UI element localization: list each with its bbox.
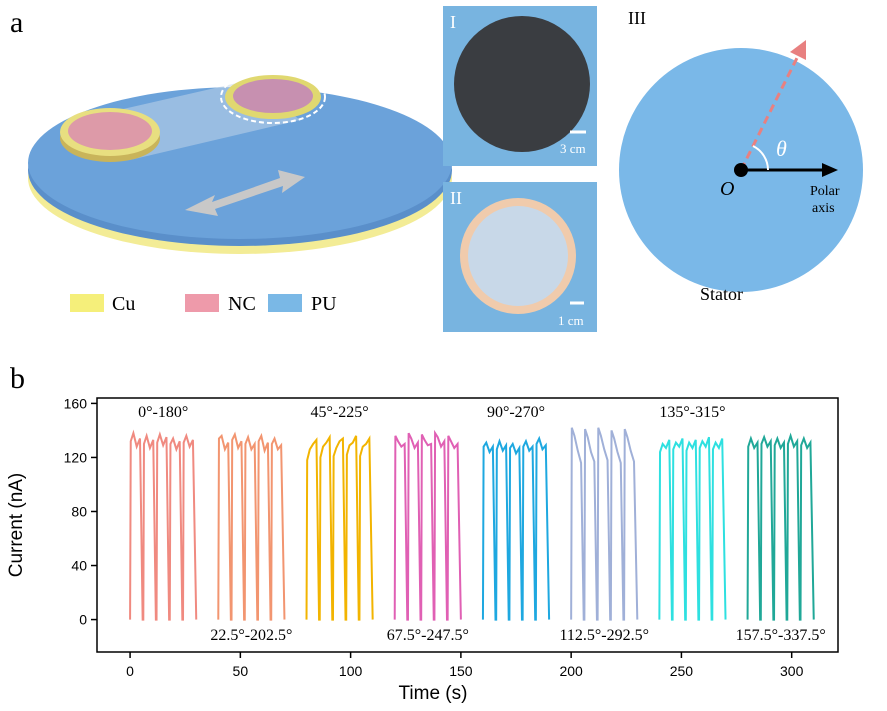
series-label: 45°-225° — [311, 404, 369, 421]
y-tick-label: 40 — [71, 558, 87, 574]
legend-swatch — [268, 294, 302, 312]
figure: Cu NC PU a b I 3 cm II 1 cm III θ O Pola… — [0, 0, 887, 711]
stator-label: Stator — [700, 284, 743, 304]
x-tick-label: 300 — [780, 663, 804, 679]
nc-left — [68, 112, 152, 150]
origin-label: O — [720, 178, 734, 200]
series-label: 0°-180° — [138, 404, 188, 421]
series-line — [130, 433, 196, 619]
series-line — [218, 434, 284, 619]
polar-axis-label: axis — [812, 201, 835, 216]
disk-illustration — [28, 71, 452, 254]
photo-label: III — [628, 8, 646, 28]
photo-label: I — [450, 12, 456, 32]
y-tick-label: 120 — [64, 449, 88, 465]
scale-label: 1 cm — [558, 313, 584, 328]
y-axis-title: Current (nA) — [6, 473, 27, 578]
scale-label: 3 cm — [560, 141, 586, 156]
panel-label: b — [10, 362, 25, 395]
series-line — [659, 437, 725, 619]
x-tick-label: 250 — [670, 663, 694, 679]
y-tick-label: 80 — [71, 503, 87, 519]
series-line — [395, 433, 461, 619]
series-line — [307, 436, 373, 620]
series-label: 112.5°-292.5° — [559, 627, 649, 644]
series-line — [571, 428, 637, 620]
series-label: 90°-270° — [487, 404, 545, 421]
x-tick-label: 0 — [126, 663, 134, 679]
x-tick-label: 150 — [449, 663, 473, 679]
legend-swatch — [185, 294, 219, 312]
nc-film — [468, 206, 568, 306]
x-axis-title: Time (s) — [399, 683, 468, 704]
dark-disk — [454, 16, 590, 152]
series-label: 157.5°-337.5° — [736, 627, 826, 644]
panel-label: a — [10, 6, 23, 39]
x-tick-label: 200 — [559, 663, 583, 679]
legend-label: PU — [311, 293, 337, 315]
photo-label: II — [450, 188, 462, 208]
x-tick-label: 100 — [339, 663, 363, 679]
series-label: 135°-315° — [659, 404, 725, 421]
legend-label: Cu — [112, 293, 135, 315]
series-label: 67.5°-247.5° — [387, 627, 469, 644]
y-tick-label: 0 — [79, 612, 87, 628]
material-legend: Cu NC PU — [70, 293, 337, 315]
series-line — [483, 439, 549, 620]
nc-right — [233, 79, 313, 113]
y-tick-label: 160 — [64, 395, 88, 411]
polar-axis-label: Polar — [810, 184, 840, 199]
origin-dot — [734, 163, 748, 177]
legend-label: NC — [228, 293, 256, 315]
legend-swatch — [70, 294, 104, 312]
theta-label: θ — [776, 136, 787, 161]
series-label: 22.5°-202.5° — [210, 627, 292, 644]
dashed-arrowhead — [790, 40, 806, 60]
x-tick-label: 50 — [233, 663, 249, 679]
plot: 0 40 80 120 160 0 50 100 150 200 250 300 0°-180° 22.5… — [64, 395, 826, 679]
plot-frame — [97, 398, 838, 652]
series-line — [748, 436, 814, 620]
